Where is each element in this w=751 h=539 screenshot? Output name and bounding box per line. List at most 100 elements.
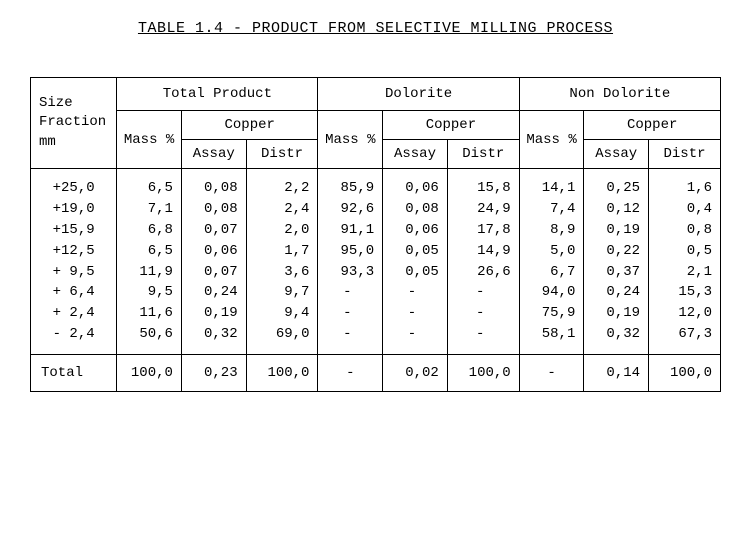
nd-mass: 75,9 bbox=[519, 303, 584, 324]
distr-header-nd: Distr bbox=[649, 140, 721, 169]
tp-assay: 0,24 bbox=[181, 282, 246, 303]
tp-mass: 6,8 bbox=[117, 220, 182, 241]
d-mass: 95,0 bbox=[318, 241, 383, 262]
distr-header-d: Distr bbox=[447, 140, 519, 169]
nd-distr: 1,6 bbox=[649, 169, 721, 199]
group-header-non-dolorite: Non Dolorite bbox=[519, 78, 720, 111]
table-row: +25,06,50,082,285,90,0615,814,10,251,6 bbox=[31, 169, 721, 199]
d-distr: 24,9 bbox=[447, 199, 519, 220]
tp-distr: 3,6 bbox=[246, 262, 318, 283]
total-d-mass: - bbox=[318, 355, 383, 392]
tp-mass: 6,5 bbox=[117, 169, 182, 199]
size-fraction-header: Size Fraction mm bbox=[31, 78, 117, 169]
d-mass: 93,3 bbox=[318, 262, 383, 283]
copper-header-nd: Copper bbox=[584, 111, 721, 140]
d-distr: - bbox=[447, 303, 519, 324]
d-mass: - bbox=[318, 303, 383, 324]
nd-assay: 0,22 bbox=[584, 241, 649, 262]
nd-assay: 0,19 bbox=[584, 303, 649, 324]
nd-distr: 0,4 bbox=[649, 199, 721, 220]
d-mass: 85,9 bbox=[318, 169, 383, 199]
size-fraction: + 6,4 bbox=[31, 282, 117, 303]
tp-assay: 0,32 bbox=[181, 324, 246, 354]
d-distr: 15,8 bbox=[447, 169, 519, 199]
nd-distr: 15,3 bbox=[649, 282, 721, 303]
d-distr: - bbox=[447, 282, 519, 303]
nd-assay: 0,25 bbox=[584, 169, 649, 199]
tp-distr: 69,0 bbox=[246, 324, 318, 354]
table-row: - 2,450,60,3269,0---58,10,3267,3 bbox=[31, 324, 721, 354]
d-assay: - bbox=[383, 303, 448, 324]
nd-assay: 0,37 bbox=[584, 262, 649, 283]
d-assay: - bbox=[383, 324, 448, 354]
table-row: + 2,411,60,199,4---75,90,1912,0 bbox=[31, 303, 721, 324]
total-d-distr: 100,0 bbox=[447, 355, 519, 392]
nd-distr: 2,1 bbox=[649, 262, 721, 283]
nd-assay: 0,24 bbox=[584, 282, 649, 303]
nd-mass: 6,7 bbox=[519, 262, 584, 283]
distr-header-tp: Distr bbox=[246, 140, 318, 169]
tp-distr: 2,0 bbox=[246, 220, 318, 241]
tp-mass: 9,5 bbox=[117, 282, 182, 303]
nd-mass: 58,1 bbox=[519, 324, 584, 354]
nd-mass: 94,0 bbox=[519, 282, 584, 303]
d-distr: 14,9 bbox=[447, 241, 519, 262]
copper-header-d: Copper bbox=[383, 111, 520, 140]
tp-mass: 11,6 bbox=[117, 303, 182, 324]
nd-assay: 0,12 bbox=[584, 199, 649, 220]
mass-header-nd: Mass % bbox=[519, 111, 584, 169]
group-header-dolorite: Dolorite bbox=[318, 78, 519, 111]
nd-mass: 8,9 bbox=[519, 220, 584, 241]
table-row: +19,07,10,082,492,60,0824,97,40,120,4 bbox=[31, 199, 721, 220]
table-row: + 9,511,90,073,693,30,0526,66,70,372,1 bbox=[31, 262, 721, 283]
size-fraction: +25,0 bbox=[31, 169, 117, 199]
tp-distr: 1,7 bbox=[246, 241, 318, 262]
copper-header-tp: Copper bbox=[181, 111, 318, 140]
table-title: TABLE 1.4 - PRODUCT FROM SELECTIVE MILLI… bbox=[30, 20, 721, 37]
d-assay: 0,05 bbox=[383, 241, 448, 262]
nd-distr: 0,5 bbox=[649, 241, 721, 262]
mass-header-d: Mass % bbox=[318, 111, 383, 169]
total-d-assay: 0,02 bbox=[383, 355, 448, 392]
total-label: Total bbox=[31, 355, 117, 392]
total-tp-mass: 100,0 bbox=[117, 355, 182, 392]
mass-header-tp: Mass % bbox=[117, 111, 182, 169]
nd-mass: 14,1 bbox=[519, 169, 584, 199]
d-mass: - bbox=[318, 324, 383, 354]
table-row: + 6,49,50,249,7---94,00,2415,3 bbox=[31, 282, 721, 303]
total-nd-distr: 100,0 bbox=[649, 355, 721, 392]
tp-mass: 6,5 bbox=[117, 241, 182, 262]
nd-mass: 7,4 bbox=[519, 199, 584, 220]
tp-assay: 0,08 bbox=[181, 169, 246, 199]
d-assay: 0,06 bbox=[383, 220, 448, 241]
tp-mass: 50,6 bbox=[117, 324, 182, 354]
tp-assay: 0,07 bbox=[181, 220, 246, 241]
d-assay: 0,08 bbox=[383, 199, 448, 220]
nd-mass: 5,0 bbox=[519, 241, 584, 262]
tp-assay: 0,07 bbox=[181, 262, 246, 283]
d-assay: 0,06 bbox=[383, 169, 448, 199]
group-header-total-product: Total Product bbox=[117, 78, 318, 111]
tp-mass: 7,1 bbox=[117, 199, 182, 220]
nd-distr: 67,3 bbox=[649, 324, 721, 354]
size-fraction: +15,9 bbox=[31, 220, 117, 241]
nd-assay: 0,32 bbox=[584, 324, 649, 354]
table-row: +12,56,50,061,795,00,0514,95,00,220,5 bbox=[31, 241, 721, 262]
total-tp-assay: 0,23 bbox=[181, 355, 246, 392]
tp-distr: 2,4 bbox=[246, 199, 318, 220]
tp-assay: 0,08 bbox=[181, 199, 246, 220]
total-row: Total 100,0 0,23 100,0 - 0,02 100,0 - 0,… bbox=[31, 355, 721, 392]
tp-assay: 0,19 bbox=[181, 303, 246, 324]
d-assay: - bbox=[383, 282, 448, 303]
size-fraction: +12,5 bbox=[31, 241, 117, 262]
tp-distr: 9,4 bbox=[246, 303, 318, 324]
assay-header-nd: Assay bbox=[584, 140, 649, 169]
d-mass: 91,1 bbox=[318, 220, 383, 241]
total-nd-mass: - bbox=[519, 355, 584, 392]
d-mass: 92,6 bbox=[318, 199, 383, 220]
d-assay: 0,05 bbox=[383, 262, 448, 283]
assay-header-d: Assay bbox=[383, 140, 448, 169]
nd-distr: 0,8 bbox=[649, 220, 721, 241]
table-row: +15,96,80,072,091,10,0617,88,90,190,8 bbox=[31, 220, 721, 241]
size-fraction: + 2,4 bbox=[31, 303, 117, 324]
